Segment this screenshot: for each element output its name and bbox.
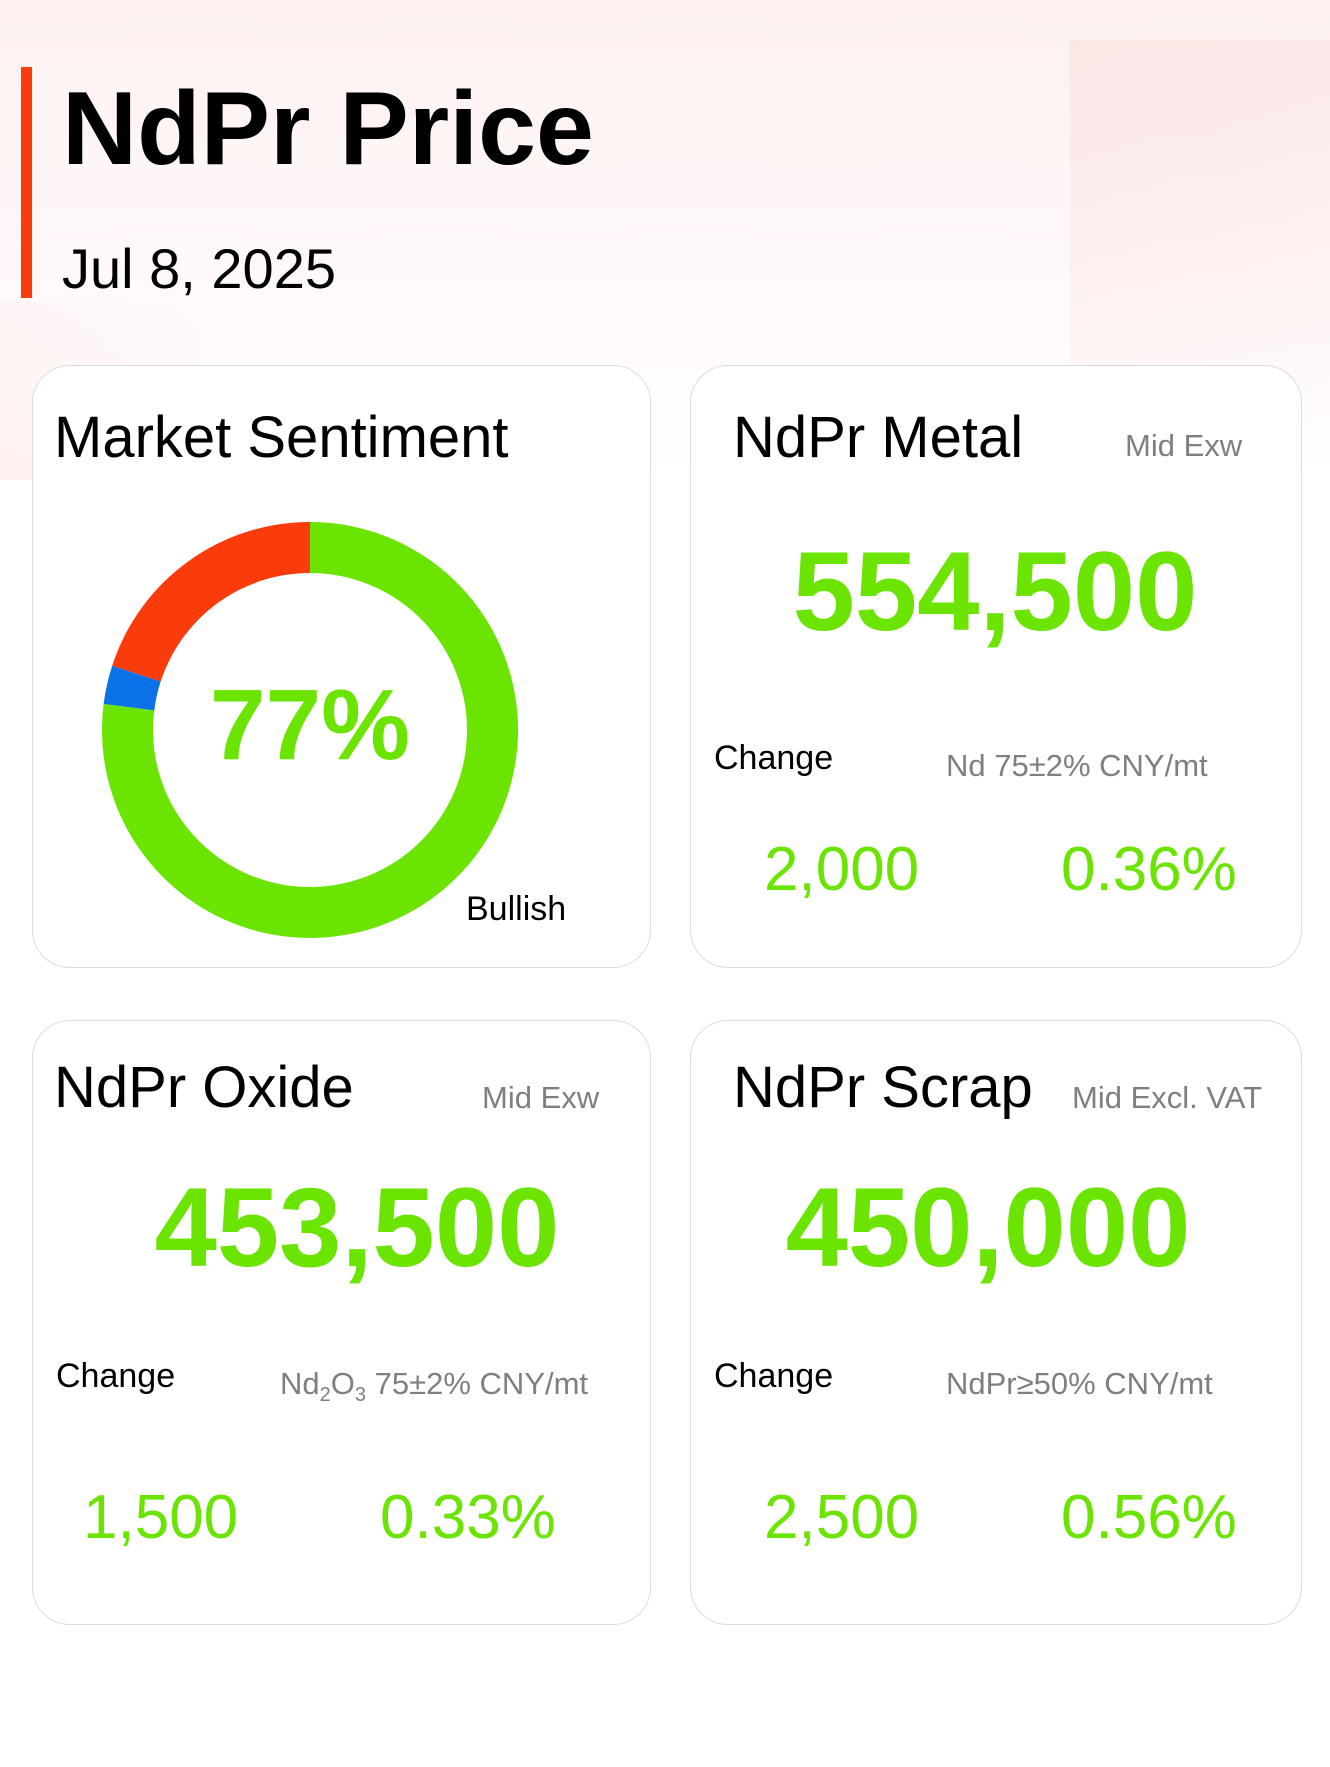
metal-change-pct: 0.36% [1061,835,1237,904]
scrap-change-pct: 0.56% [1061,1483,1237,1552]
oxide-card [32,1020,651,1625]
sentiment-title: Market Sentiment [54,405,509,470]
metal-price: 554,500 [792,529,1198,654]
sentiment-donut-chart [101,522,518,938]
oxide-price: 453,500 [154,1165,560,1290]
oxide-change-label: Change [56,1357,176,1395]
oxide-spec-text: Nd [280,1366,320,1401]
oxide-spec-subscript: 3 [354,1384,367,1406]
sentiment-percent: 77% [209,669,411,781]
scrap-card [690,1020,1302,1625]
oxide-price-basis: Mid Exw [482,1080,600,1115]
title-accent-bar [21,67,32,298]
scrap-change-abs: 2,500 [764,1483,920,1552]
oxide-change-abs: 1,500 [83,1483,239,1552]
page-title: NdPr Price [62,71,594,187]
metal-card [690,365,1302,968]
metal-title: NdPr Metal [733,405,1024,470]
metal-price-basis: Mid Exw [1125,428,1243,463]
scrap-change-label: Change [714,1357,834,1395]
page-date: Jul 8, 2025 [62,237,336,300]
oxide-spec-subscript: 2 [319,1384,331,1406]
donut-slice-neutral [103,665,161,711]
oxide-change-pct: 0.33% [380,1483,556,1552]
scrap-price: 450,000 [785,1165,1191,1290]
sentiment-legend-label: Bullish [466,890,567,928]
metal-change-label: Change [714,739,834,777]
metal-change-abs: 2,000 [764,835,920,904]
oxide-spec-text: O [330,1366,355,1401]
oxide-title: NdPr Oxide [54,1055,354,1120]
oxide-spec-text: 75±2% CNY/mt [366,1366,589,1401]
donut-slice-bearish [112,522,311,682]
scrap-price-basis: Mid Excl. VAT [1072,1080,1263,1115]
scrap-spec: NdPr≥50% CNY/mt [946,1366,1213,1401]
metal-spec: Nd 75±2% CNY/mt [946,748,1208,783]
scrap-title: NdPr Scrap [733,1055,1033,1120]
oxide-spec: Nd2O3 75±2% CNY/mt [280,1366,588,1407]
